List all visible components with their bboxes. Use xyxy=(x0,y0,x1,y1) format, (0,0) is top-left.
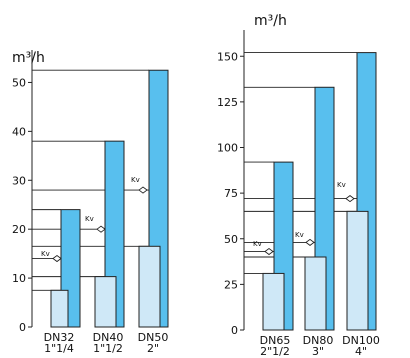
kv-label: Kv xyxy=(253,240,262,248)
category-size-label: 2" xyxy=(147,342,159,355)
kv-diamond-marker xyxy=(52,254,62,263)
y-tick-label: 125 xyxy=(217,96,238,109)
y-tick-label: 0 xyxy=(231,324,238,337)
category-label: DN100 xyxy=(342,334,380,347)
category-size-label: 1"1/2 xyxy=(93,342,123,355)
unit-label: m³/h xyxy=(254,13,287,29)
unit-label: m³/h xyxy=(12,50,45,66)
kv-diamond-marker xyxy=(345,195,355,203)
flow-bar xyxy=(94,276,117,328)
category-size-label: 3" xyxy=(312,345,324,358)
y-tick-label: 30 xyxy=(12,174,26,187)
category-label: DN50 xyxy=(138,331,169,344)
kv-diamond-marker xyxy=(138,186,148,194)
flow-bar xyxy=(138,245,161,328)
y-tick-label: 20 xyxy=(12,223,26,236)
category-label: DN40 xyxy=(93,331,124,344)
category-size-label: 2"1/2 xyxy=(260,345,290,358)
kv-diamond-marker xyxy=(305,238,315,246)
kv-diamond-marker xyxy=(96,225,106,233)
y-tick-label: 50 xyxy=(224,233,238,246)
category-size-label: 1"1/4 xyxy=(44,342,74,355)
flow-bar xyxy=(50,289,69,328)
y-tick-label: 75 xyxy=(224,187,238,200)
kv-label: Kv xyxy=(41,250,50,258)
category-label: DN65 xyxy=(260,334,291,347)
category-size-label: 4" xyxy=(355,345,367,358)
kv-diamond-marker xyxy=(264,247,274,256)
kv-label: Kv xyxy=(131,176,140,184)
kv-label: Kv xyxy=(295,231,304,239)
y-tick-label: 10 xyxy=(12,272,26,285)
y-tick-label: 25 xyxy=(224,278,238,291)
y-tick-label: 40 xyxy=(12,125,26,138)
kv-label: Kv xyxy=(85,215,94,223)
flow-bar xyxy=(346,210,369,331)
y-tick-label: 100 xyxy=(217,142,238,155)
y-tick-label: 50 xyxy=(12,76,26,89)
flow-bar xyxy=(262,272,285,331)
kv-label: Kv xyxy=(337,181,346,189)
category-label: DN80 xyxy=(303,334,334,347)
flow-bar xyxy=(304,256,327,331)
y-tick-label: 0 xyxy=(19,321,26,334)
category-label: DN32 xyxy=(44,331,75,344)
y-tick-label: 150 xyxy=(217,50,238,63)
